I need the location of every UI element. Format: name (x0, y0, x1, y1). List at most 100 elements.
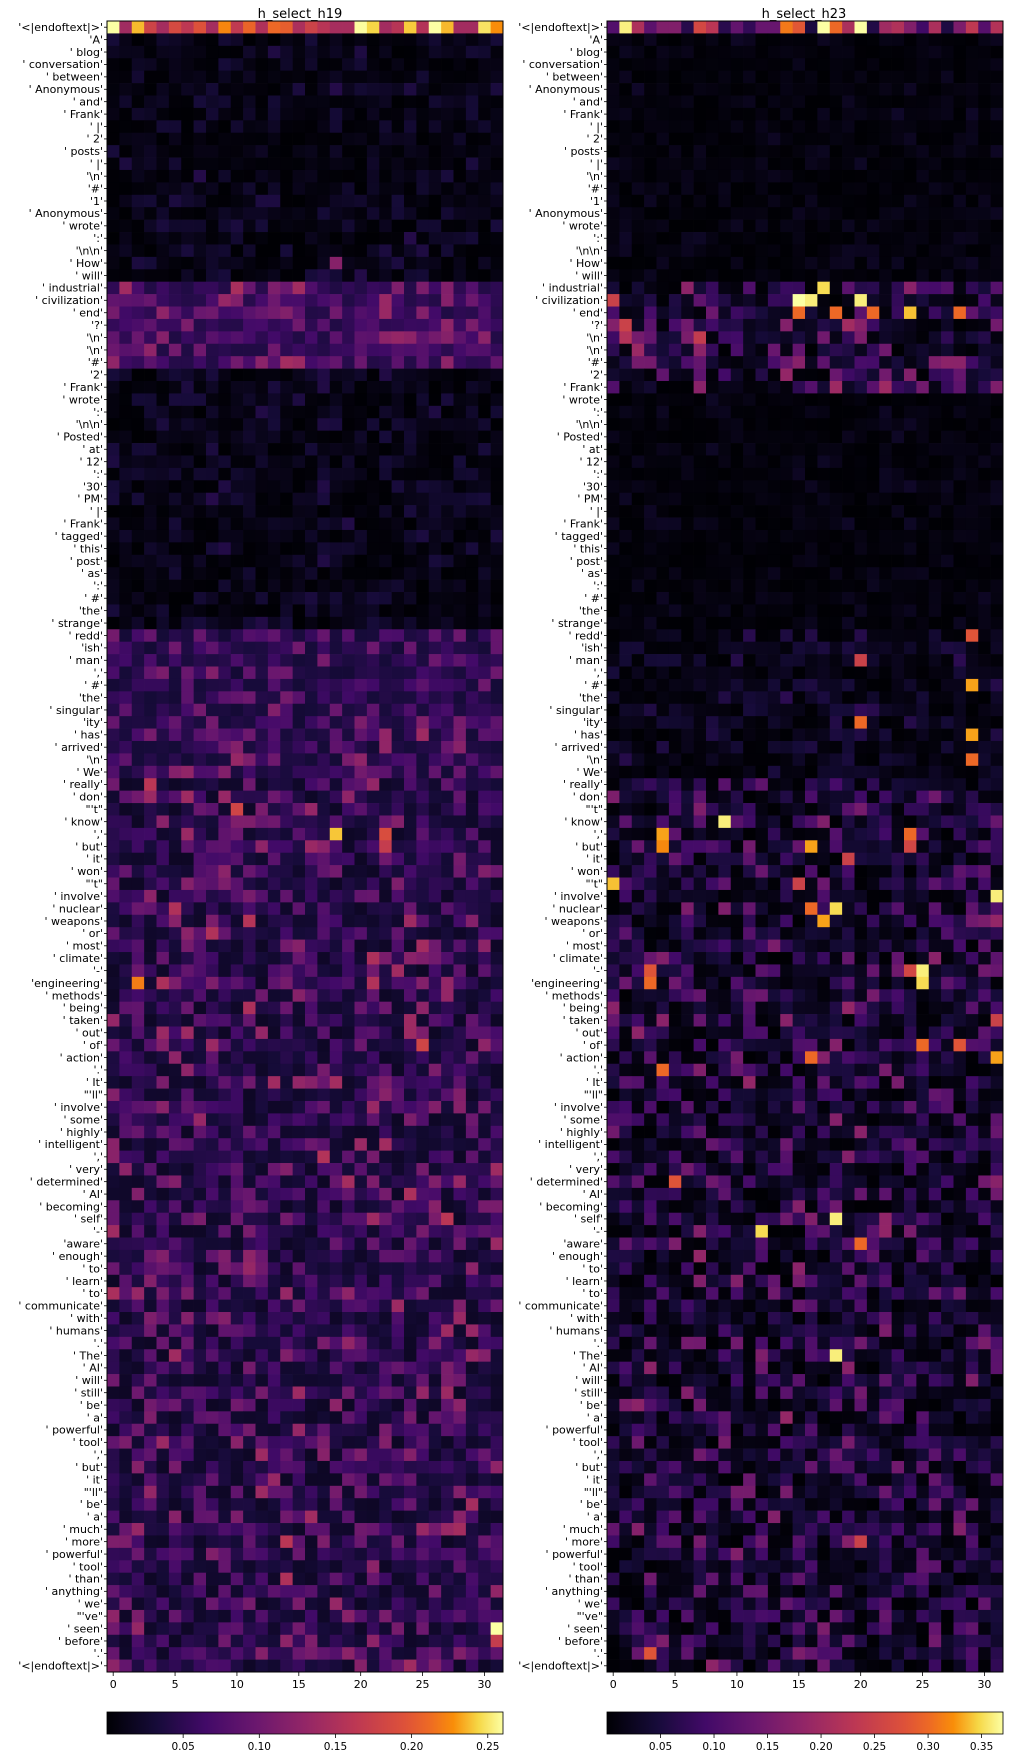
heatmap-cell (379, 1187, 392, 1201)
heatmap-cell (230, 1585, 244, 1598)
heatmap-cell (243, 877, 256, 891)
heatmap-cell (230, 877, 244, 891)
heatmap-cell (404, 827, 417, 841)
heatmap-cell (379, 232, 392, 245)
heatmap-cell (478, 803, 491, 816)
heatmap-cell (329, 927, 343, 940)
heatmap-cell (607, 95, 620, 109)
heatmap-cell (391, 430, 405, 444)
token-label: ' AI' (83, 1362, 103, 1375)
heatmap-cell (428, 1026, 442, 1040)
heatmap-cell (230, 852, 244, 866)
heatmap-cell (342, 1585, 355, 1598)
heatmap-cell (144, 1150, 157, 1164)
token-label: ' as' (81, 567, 103, 580)
heatmap-cell (144, 952, 157, 965)
heatmap-cell (404, 318, 417, 332)
heatmap-cell (428, 654, 442, 667)
heatmap-cell (354, 83, 368, 96)
heatmap-cell (292, 480, 306, 494)
heatmap-cell (317, 939, 331, 953)
heatmap-cell (144, 1225, 157, 1238)
heatmap-cell (706, 45, 719, 59)
heatmap-cell (478, 70, 491, 84)
heatmap-cell (144, 1026, 157, 1040)
heatmap-cell (416, 294, 430, 307)
token-label: ' involve' (54, 890, 103, 903)
heatmap-cell (441, 1088, 454, 1102)
heatmap-cell (107, 1398, 120, 1412)
heatmap-cell (329, 604, 343, 618)
heatmap-cell (280, 95, 293, 109)
token-label: 'ish' (81, 642, 103, 655)
heatmap-cell (193, 331, 207, 345)
heatmap-cell (255, 939, 269, 953)
heatmap-cell (428, 703, 442, 717)
heatmap-cell (243, 1336, 256, 1350)
heatmap-cell (131, 1386, 145, 1400)
heatmap-cell (280, 803, 293, 816)
heatmap-cell (168, 318, 182, 332)
heatmap-cell (428, 107, 442, 121)
heatmap-cell (354, 505, 368, 518)
heatmap-cell (168, 1125, 182, 1139)
heatmap-cell (342, 1187, 355, 1201)
heatmap-cell (453, 418, 467, 431)
heatmap-cell (230, 765, 244, 779)
heatmap-cell (131, 1138, 145, 1151)
heatmap-cell (379, 207, 392, 220)
heatmap-cell (280, 70, 293, 84)
heatmap-cell (366, 1212, 380, 1226)
heatmap-cell (465, 45, 479, 59)
heatmap-cell (317, 629, 331, 643)
heatmap-cell (404, 740, 417, 754)
heatmap-cell (354, 1659, 368, 1673)
heatmap-cell (953, 120, 967, 134)
heatmap-cell (366, 1249, 380, 1263)
heatmap-cell (280, 1572, 293, 1586)
heatmap-cell (404, 1187, 417, 1201)
heatmap-cell (428, 1585, 442, 1598)
heatmap-cell (243, 1014, 256, 1027)
heatmap-cell (379, 418, 392, 431)
heatmap-cell (866, 33, 880, 47)
heatmap-cell (206, 1411, 219, 1425)
heatmap-cell (193, 1324, 207, 1338)
heatmap-cell (631, 169, 645, 183)
heatmap-cell (743, 145, 756, 158)
heatmap-cell (391, 827, 405, 841)
heatmap-cell (156, 703, 170, 717)
heatmap-cell (181, 542, 194, 556)
heatmap-cell (478, 318, 491, 332)
heatmap-cell (292, 1535, 306, 1549)
heatmap-cell (428, 666, 442, 680)
heatmap-cell (144, 1374, 157, 1387)
heatmap-cell (255, 1510, 269, 1524)
heatmap-cell (428, 1125, 442, 1139)
heatmap-cell (156, 914, 170, 928)
heatmap-cell (342, 368, 355, 382)
heatmap-cell (478, 480, 491, 494)
heatmap-cell (206, 1150, 219, 1164)
heatmap-cell (168, 827, 182, 841)
heatmap-cell (119, 616, 133, 630)
heatmap-cell (379, 1125, 392, 1139)
heatmap-cell (168, 1076, 182, 1089)
heatmap-cell (391, 678, 405, 692)
heatmap-cell (193, 1560, 207, 1574)
heatmap-cell (267, 1014, 281, 1027)
heatmap-cell (107, 1187, 120, 1201)
heatmap-cell (941, 58, 954, 71)
heatmap-cell (317, 740, 331, 754)
heatmap-cell (206, 1523, 219, 1536)
heatmap-cell (144, 467, 157, 481)
heatmap-cell (119, 852, 133, 866)
heatmap-cell (478, 1336, 491, 1350)
heatmap-cell (428, 1287, 442, 1300)
heatmap-cell (379, 1436, 392, 1449)
heatmap-cell (978, 107, 991, 121)
heatmap-cell (144, 294, 157, 307)
heatmap-cell (292, 45, 306, 59)
heatmap-cell (428, 1423, 442, 1437)
heatmap-cell (478, 1001, 491, 1015)
